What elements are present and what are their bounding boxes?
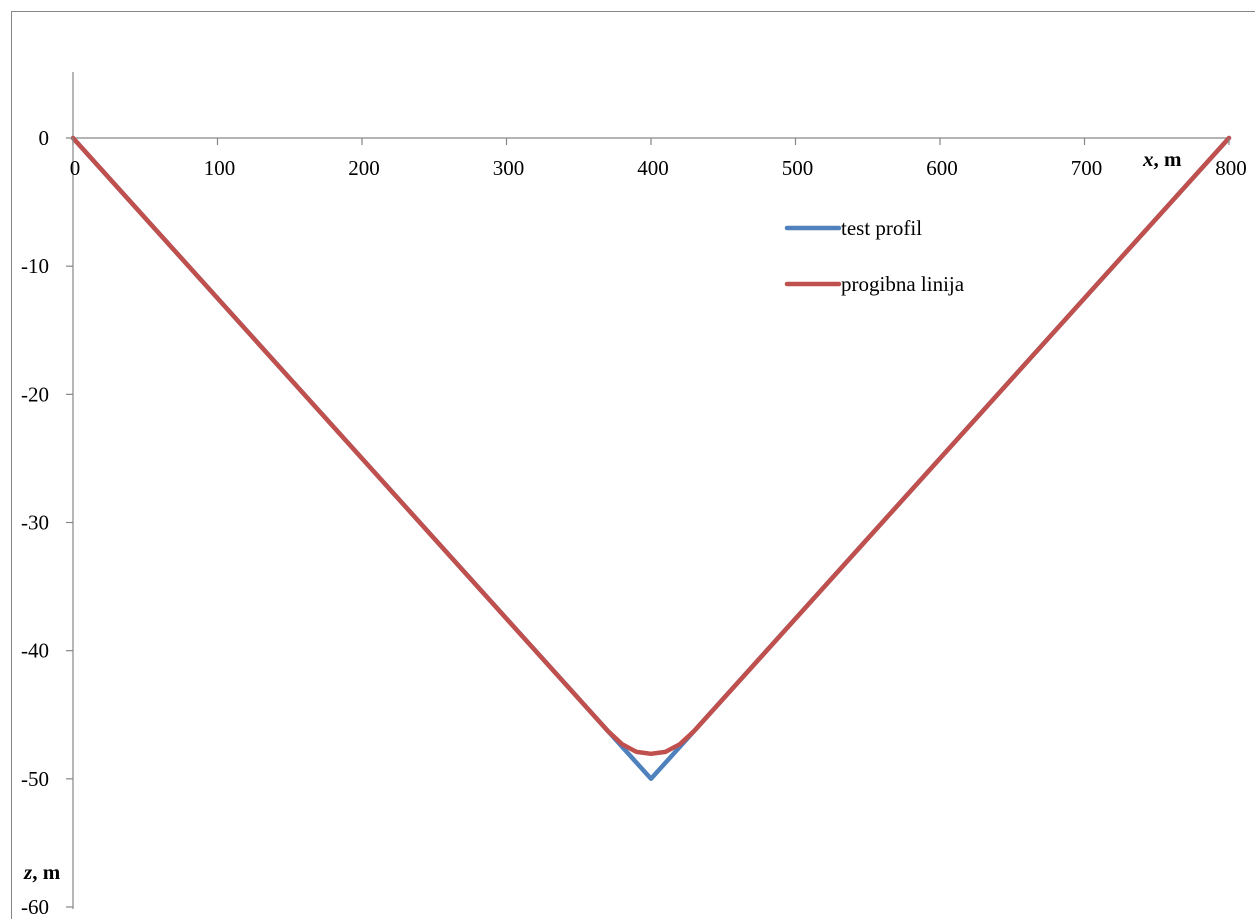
x-tick-label: 400 xyxy=(637,156,669,180)
y-tick-label: -50 xyxy=(21,767,49,791)
axes-layer xyxy=(72,72,1231,909)
x-axis-title-variable: x xyxy=(1142,147,1154,171)
chart-frame xyxy=(11,11,1255,919)
x-tick-label: 800 xyxy=(1215,156,1247,180)
x-tick-label: 700 xyxy=(1071,156,1103,180)
x-tick-label: 200 xyxy=(348,156,380,180)
y-tick-label: -60 xyxy=(21,895,49,919)
legend-label-1: test profil xyxy=(841,216,922,240)
titles-layer: x, mz, m xyxy=(23,147,1182,884)
series-line-1 xyxy=(70,135,1232,782)
y-axis-title: z, m xyxy=(23,860,61,884)
legend-label-2: progibna linija xyxy=(841,272,965,296)
y-tick-label: 0 xyxy=(39,126,50,150)
y-tick-label: -20 xyxy=(21,382,49,406)
x-tick-label: 0 xyxy=(70,156,81,180)
x-axis-title-unit: , m xyxy=(1154,147,1183,171)
y-tick-label: -10 xyxy=(21,254,49,278)
y-axis-title-variable: z xyxy=(23,860,33,884)
x-tick-label: 300 xyxy=(493,156,525,180)
x-tick-label: 600 xyxy=(926,156,958,180)
y-tick-label: -30 xyxy=(21,511,49,535)
x-axis-title: x, m xyxy=(1142,147,1182,171)
x-tick-label: 500 xyxy=(782,156,814,180)
ticks-layer: 0 100 200 300 400 500 600 700 800 0 -10 -20 -30 -40 -5… xyxy=(21,126,1247,919)
x-tick-label: 100 xyxy=(204,156,236,180)
series-line-2 xyxy=(70,135,1232,757)
y-tick-label: -40 xyxy=(21,639,49,663)
series-layer xyxy=(70,135,1232,782)
legend-layer: test profil progibna linija xyxy=(784,216,965,296)
y-axis-title-unit: , m xyxy=(32,860,61,884)
